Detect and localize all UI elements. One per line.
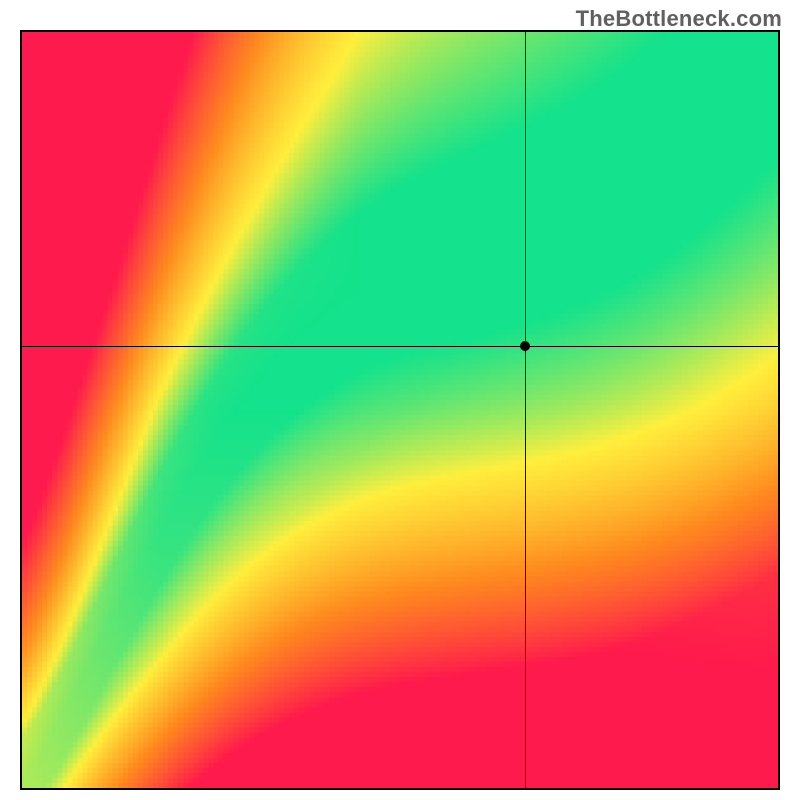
crosshair-marker [520, 341, 530, 351]
bottleneck-heatmap [20, 30, 780, 790]
heatmap-canvas [22, 32, 778, 788]
crosshair-vertical [525, 32, 526, 788]
crosshair-horizontal [22, 346, 778, 347]
watermark-text: TheBottleneck.com [576, 6, 782, 32]
